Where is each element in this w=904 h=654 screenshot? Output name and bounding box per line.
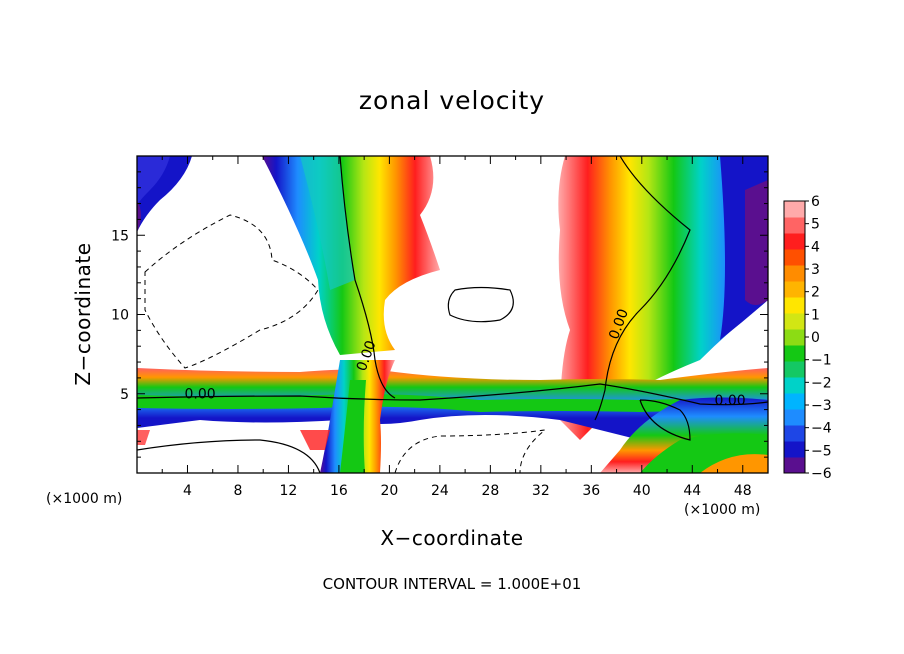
colorbar-tick-label: 1 — [811, 307, 820, 323]
x-units-label-right: (×1000 m) — [684, 502, 761, 518]
colorbar-tick-label: −6 — [811, 466, 832, 482]
x-tick-label: 28 — [481, 483, 499, 499]
y-axis-ticks: 5 10 15 — [111, 171, 768, 458]
colorbar-tick-label: 2 — [811, 285, 820, 301]
velocity-field — [137, 156, 768, 473]
x-tick-label: 40 — [633, 483, 651, 499]
colorbar-bands — [783, 200, 806, 474]
colorbar-tick-label: 0 — [811, 330, 820, 346]
colorbar-tick-label: −2 — [811, 375, 832, 391]
colorbar-tick-label: 5 — [811, 217, 820, 233]
colorbar-tick-label: −1 — [811, 353, 832, 369]
colorbar-band — [784, 217, 805, 234]
x-tick-label: 32 — [532, 483, 550, 499]
colorbar-tick-label: −3 — [811, 398, 832, 414]
x-tick-label: 44 — [683, 483, 701, 499]
chart-title: zonal velocity — [358, 86, 546, 115]
contour-label: 0.00 — [715, 393, 746, 409]
colorbar-band — [784, 313, 805, 330]
colorbar-band — [784, 361, 805, 378]
colorbar-band — [784, 425, 805, 442]
colorbar-band — [784, 233, 805, 250]
colorbar-band — [784, 297, 805, 314]
x-tick-label: 20 — [380, 483, 398, 499]
contour-label: 0.00 — [185, 387, 216, 403]
colorbar-band — [784, 265, 805, 282]
y-tick-label: 10 — [111, 308, 129, 324]
x-tick-label: 24 — [431, 483, 449, 499]
x-tick-label: 12 — [280, 483, 298, 499]
colorbar-band — [784, 441, 805, 458]
colorbar-band — [784, 281, 805, 298]
colorbar-tick-label: 6 — [811, 194, 820, 210]
x-tick-label: 36 — [582, 483, 600, 499]
x-tick-label: 4 — [183, 483, 192, 499]
colorbar-tick-label: −5 — [811, 443, 832, 459]
x-axis-ticks: 4 8 12 16 20 24 28 32 36 40 44 48 — [161, 156, 752, 499]
colorbar-band — [784, 345, 805, 362]
colorbar-band — [784, 457, 805, 474]
x-tick-label: 48 — [734, 483, 752, 499]
colorbar-band — [784, 393, 805, 410]
x-axis-label: X−coordinate — [380, 526, 524, 550]
contour-interval-note: CONTOUR INTERVAL = 1.000E+01 — [322, 575, 582, 593]
colorbar-tick-label: 3 — [811, 262, 820, 278]
colorbar-band — [784, 409, 805, 426]
x-units-label-left: (×1000 m) — [46, 491, 123, 507]
x-tick-label: 16 — [330, 483, 348, 499]
colorbar-band — [784, 249, 805, 266]
colorbar-tick-label: −4 — [811, 421, 832, 437]
colorbar-tick-label: 4 — [811, 239, 820, 255]
y-tick-label: 15 — [111, 228, 129, 244]
colorbar-band — [784, 201, 805, 218]
x-tick-label: 8 — [233, 483, 242, 499]
colorbar-ticks: 6 5 4 3 2 1 0 −1 −2 −3 −4 −5 −6 — [805, 194, 832, 482]
colorbar-band — [784, 377, 805, 394]
y-tick-label: 5 — [120, 387, 129, 403]
colorbar-band — [784, 329, 805, 346]
